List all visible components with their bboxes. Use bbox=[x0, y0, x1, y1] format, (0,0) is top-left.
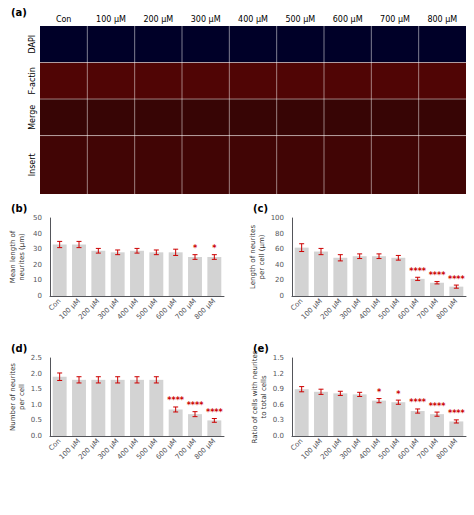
svg-text:*: * bbox=[193, 244, 198, 253]
svg-text:500 μM: 500 μM bbox=[377, 297, 402, 322]
svg-text:40: 40 bbox=[33, 230, 42, 238]
svg-text:600 μM: 600 μM bbox=[396, 297, 421, 322]
svg-text:600 μM: 600 μM bbox=[396, 437, 421, 462]
svg-text:Con: Con bbox=[47, 297, 62, 312]
svg-text:300 μM: 300 μM bbox=[191, 15, 221, 24]
svg-text:Con: Con bbox=[56, 15, 72, 24]
svg-text:Con: Con bbox=[289, 437, 304, 452]
svg-text:300 μM: 300 μM bbox=[96, 297, 121, 322]
svg-text:200 μM: 200 μM bbox=[319, 437, 344, 462]
svg-text:0.0: 0.0 bbox=[31, 432, 42, 440]
svg-text:800 μM: 800 μM bbox=[435, 297, 459, 321]
svg-text:300 μM: 300 μM bbox=[338, 297, 363, 322]
svg-text:****: **** bbox=[409, 267, 427, 276]
svg-text:****: **** bbox=[167, 396, 185, 405]
svg-text:20: 20 bbox=[275, 276, 284, 284]
svg-text:Con: Con bbox=[289, 297, 304, 312]
svg-text:1.5: 1.5 bbox=[31, 385, 42, 393]
svg-text:Ratio of cells with neurites: Ratio of cells with neurites bbox=[251, 350, 259, 443]
svg-text:****: **** bbox=[429, 402, 447, 411]
svg-text:800 μM: 800 μM bbox=[427, 15, 457, 24]
svg-text:100 μM: 100 μM bbox=[299, 297, 324, 322]
svg-text:20: 20 bbox=[33, 261, 42, 269]
svg-text:(a): (a) bbox=[11, 7, 27, 18]
svg-text:Length of neurites: Length of neurites bbox=[249, 225, 257, 289]
svg-text:200 μM: 200 μM bbox=[319, 297, 344, 322]
svg-text:600 μM: 600 μM bbox=[154, 437, 179, 462]
svg-text:400 μM: 400 μM bbox=[115, 297, 140, 322]
svg-text:30: 30 bbox=[33, 245, 42, 253]
svg-text:80: 80 bbox=[275, 230, 284, 238]
svg-text:60: 60 bbox=[275, 245, 284, 253]
svg-text:700 μM: 700 μM bbox=[173, 297, 198, 322]
svg-text:****: **** bbox=[448, 275, 466, 284]
svg-text:100 μM: 100 μM bbox=[299, 437, 324, 462]
svg-text:200 μM: 200 μM bbox=[143, 15, 173, 24]
svg-text:1.2: 1.2 bbox=[273, 370, 284, 378]
svg-text:****: **** bbox=[409, 398, 427, 407]
svg-text:700 μM: 700 μM bbox=[173, 437, 198, 462]
svg-text:****: **** bbox=[206, 408, 224, 417]
svg-text:****: **** bbox=[429, 271, 447, 280]
svg-text:0.9: 0.9 bbox=[273, 385, 284, 393]
svg-text:400 μM: 400 μM bbox=[357, 437, 382, 462]
svg-text:(d): (d) bbox=[11, 343, 27, 354]
svg-text:per cell (μm): per cell (μm) bbox=[258, 234, 266, 279]
svg-text:Con: Con bbox=[47, 437, 62, 452]
svg-text:0.0: 0.0 bbox=[273, 432, 284, 440]
svg-text:400 μM: 400 μM bbox=[238, 15, 268, 24]
svg-text:2.5: 2.5 bbox=[31, 354, 42, 362]
svg-text:DAPI: DAPI bbox=[28, 35, 37, 54]
svg-text:100 μM: 100 μM bbox=[57, 297, 82, 322]
svg-text:0.3: 0.3 bbox=[273, 416, 284, 424]
svg-text:Number of neurites: Number of neurites bbox=[9, 363, 17, 431]
svg-text:(c): (c) bbox=[253, 203, 268, 214]
svg-text:100 μM: 100 μM bbox=[57, 437, 82, 462]
svg-text:400 μM: 400 μM bbox=[115, 437, 140, 462]
svg-text:700 μM: 700 μM bbox=[415, 297, 440, 322]
svg-text:500 μM: 500 μM bbox=[285, 15, 315, 24]
svg-text:0: 0 bbox=[280, 292, 284, 300]
svg-text:200 μM: 200 μM bbox=[77, 437, 102, 462]
svg-text:per cell: per cell bbox=[18, 384, 26, 410]
svg-text:100 μM: 100 μM bbox=[96, 15, 126, 24]
svg-text:neurites (μm): neurites (μm) bbox=[18, 233, 26, 281]
svg-text:600 μM: 600 μM bbox=[154, 297, 179, 322]
svg-text:****: **** bbox=[187, 401, 205, 410]
svg-text:0.6: 0.6 bbox=[273, 401, 285, 409]
svg-text:*: * bbox=[212, 244, 217, 253]
svg-text:*: * bbox=[396, 390, 401, 399]
svg-text:****: **** bbox=[448, 409, 466, 418]
svg-text:0: 0 bbox=[38, 292, 42, 300]
svg-text:800 μM: 800 μM bbox=[193, 297, 217, 321]
svg-text:1.5: 1.5 bbox=[273, 354, 284, 362]
svg-text:Mean length of: Mean length of bbox=[9, 230, 17, 283]
svg-text:to total cells: to total cells bbox=[260, 375, 268, 419]
svg-text:(b): (b) bbox=[11, 203, 27, 214]
svg-text:Insert: Insert bbox=[28, 153, 37, 176]
svg-text:300 μM: 300 μM bbox=[96, 437, 121, 462]
svg-text:800 μM: 800 μM bbox=[193, 437, 217, 461]
svg-text:(e): (e) bbox=[253, 343, 269, 354]
svg-text:500 μM: 500 μM bbox=[135, 437, 160, 462]
svg-text:600 μM: 600 μM bbox=[333, 15, 363, 24]
svg-text:500 μM: 500 μM bbox=[135, 297, 160, 322]
svg-text:1.0: 1.0 bbox=[31, 401, 42, 409]
svg-text:400 μM: 400 μM bbox=[357, 297, 382, 322]
svg-text:100: 100 bbox=[271, 214, 284, 222]
svg-text:300 μM: 300 μM bbox=[338, 437, 363, 462]
svg-text:40: 40 bbox=[275, 261, 284, 269]
svg-text:800 μM: 800 μM bbox=[435, 437, 459, 461]
svg-text:700 μM: 700 μM bbox=[380, 15, 410, 24]
svg-text:F-actin: F-actin bbox=[28, 67, 37, 94]
svg-text:Merge: Merge bbox=[28, 105, 37, 130]
svg-text:10: 10 bbox=[33, 276, 42, 284]
svg-text:0.5: 0.5 bbox=[31, 416, 42, 424]
svg-text:50: 50 bbox=[33, 214, 42, 222]
svg-text:700 μM: 700 μM bbox=[415, 437, 440, 462]
svg-text:500 μM: 500 μM bbox=[377, 437, 402, 462]
svg-text:200 μM: 200 μM bbox=[77, 297, 102, 322]
svg-text:*: * bbox=[377, 388, 382, 397]
svg-text:2.0: 2.0 bbox=[31, 370, 42, 378]
